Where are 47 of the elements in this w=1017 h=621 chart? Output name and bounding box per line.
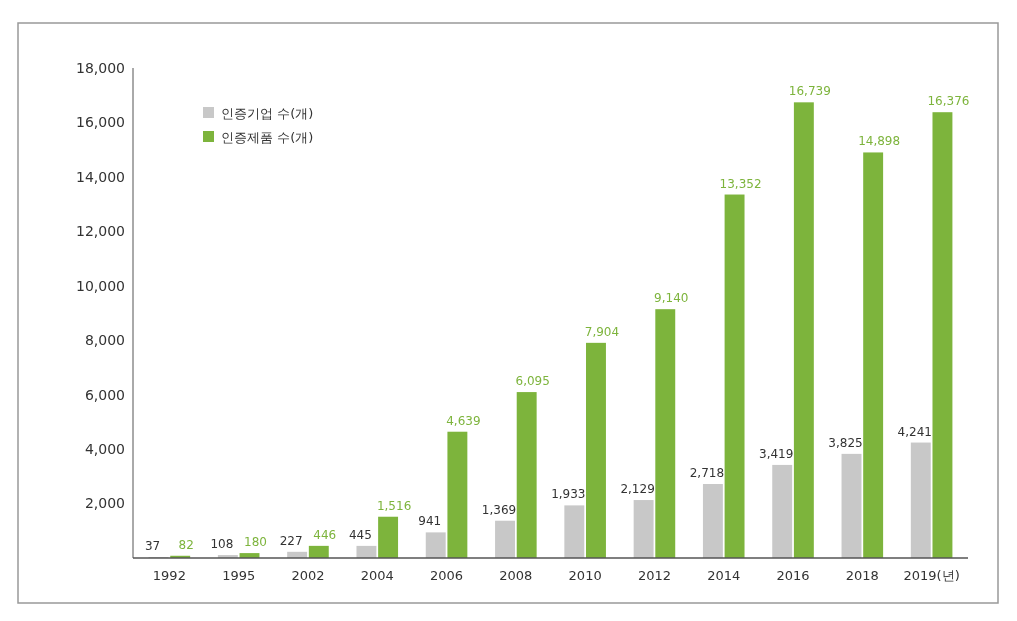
x-tick-label: 2019(년) (903, 568, 960, 583)
x-tick-label: 2012 (637, 568, 671, 583)
x-tick-label: 2006 (430, 568, 464, 583)
data-label: 227 (279, 533, 303, 548)
data-label: 16,739 (788, 84, 831, 99)
x-tick-label: 2016 (776, 568, 810, 583)
data-label: 37 (144, 538, 161, 553)
data-label: 6,095 (515, 374, 550, 389)
y-tick-label: 18,000 (76, 59, 125, 76)
y-tick-label: 8,000 (84, 332, 125, 349)
data-label: 1,369 (481, 502, 517, 517)
x-tick-label: 1995 (222, 568, 256, 583)
y-tick-label: 14,000 (76, 168, 125, 185)
legend-label: 인증기업 수(개) (221, 105, 314, 121)
data-label: 13,352 (719, 176, 762, 191)
data-label: 16,376 (927, 94, 970, 109)
data-label: 14,898 (858, 134, 901, 149)
data-label: 4,639 (446, 413, 481, 428)
data-label: 1,933 (551, 487, 586, 502)
y-tick-label: 2,000 (84, 495, 125, 512)
x-tick-label: 2014 (707, 568, 741, 583)
data-label: 941 (418, 514, 442, 529)
x-tick-label: 1992 (152, 568, 186, 583)
data-label: 9,140 (654, 291, 689, 306)
data-label: 180 (244, 535, 267, 550)
data-label: 108 (210, 537, 234, 552)
data-label: 1,516 (376, 498, 412, 513)
x-tick-label: 2004 (360, 568, 394, 583)
x-tick-label: 2018 (845, 568, 879, 583)
data-label: 7,904 (584, 324, 620, 339)
y-tick-label: 12,000 (76, 223, 125, 240)
x-tick-label: 2008 (499, 568, 533, 583)
data-label: 82 (178, 537, 194, 552)
y-tick-label: 6,000 (84, 386, 125, 403)
data-label: 3,419 (759, 446, 794, 461)
x-tick-label: 2002 (291, 568, 325, 583)
legend-label: 인증제품 수(개) (221, 129, 314, 145)
data-label: 2,129 (620, 482, 655, 497)
y-tick-label: 16,000 (76, 114, 125, 131)
y-tick-label: 10,000 (76, 277, 125, 294)
data-label: 2,718 (689, 466, 725, 481)
data-label: 4,241 (897, 424, 932, 439)
data-label: 445 (348, 527, 372, 542)
data-label: 446 (313, 527, 337, 542)
data-label: 3,825 (828, 435, 863, 450)
x-tick-label: 2010 (568, 568, 602, 583)
y-tick-label: 4,000 (84, 441, 125, 458)
